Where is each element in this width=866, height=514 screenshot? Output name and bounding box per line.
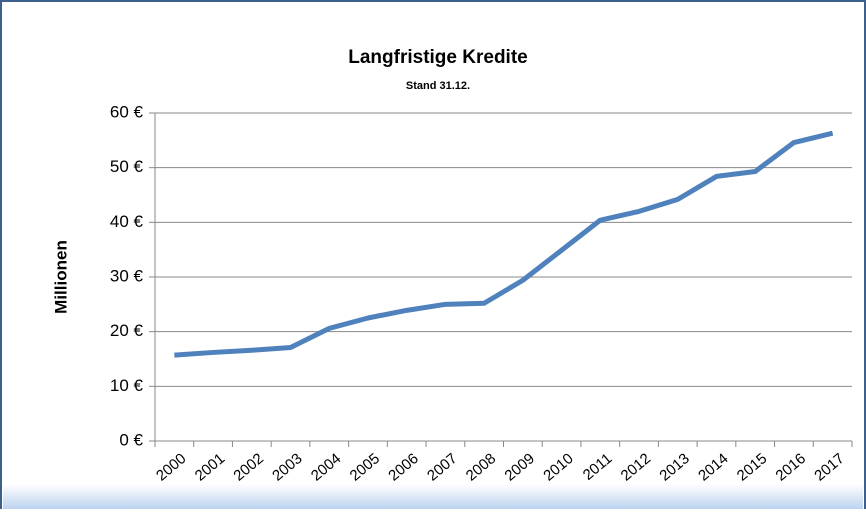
- y-tick-label: 0 €: [119, 430, 143, 449]
- y-axis-label: Millionen: [51, 240, 70, 314]
- chart-title: Langfristige Kredite: [348, 47, 527, 68]
- y-tick-label: 40 €: [110, 212, 144, 231]
- y-tick-label: 60 €: [110, 102, 144, 121]
- y-tick-label: 30 €: [110, 266, 144, 285]
- chart-subtitle: Stand 31.12.: [406, 80, 470, 92]
- y-tick-label: 10 €: [110, 376, 144, 395]
- frame-strip: [3, 484, 863, 509]
- y-tick-label: 50 €: [110, 157, 144, 176]
- data-line: [174, 130, 834, 358]
- y-tick-label: 20 €: [110, 321, 144, 340]
